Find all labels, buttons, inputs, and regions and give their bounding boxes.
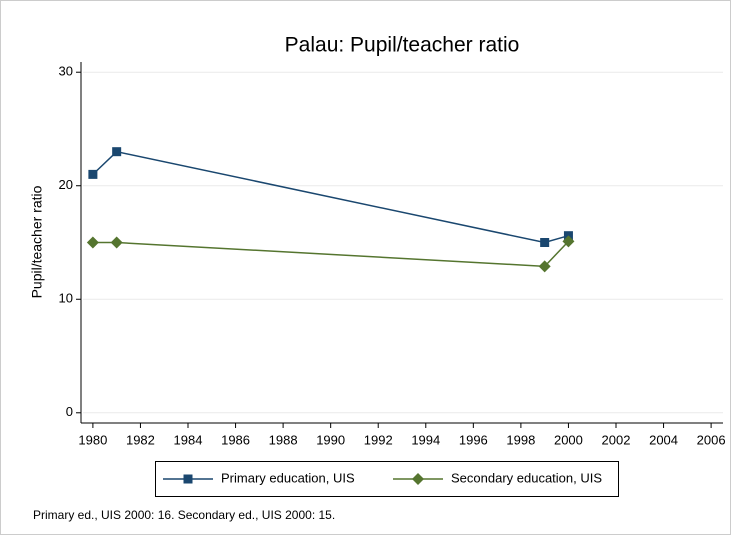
y-tick-label: 0 [66,404,73,419]
x-tick-label: 2004 [649,432,678,447]
x-tick-label: 1990 [316,432,345,447]
x-tick-label: 1996 [459,432,488,447]
y-tick-label: 20 [59,177,73,192]
series-line [92,240,569,268]
marker [112,147,122,157]
y-tick-label: 10 [59,291,73,306]
x-tick-label: 1988 [269,432,298,447]
y-axis-label: Pupil/teacher ratio [29,185,45,298]
x-tick-label: 1998 [506,432,535,447]
legend-label: Secondary education, UIS [451,470,602,485]
x-tick-label: 2002 [602,432,631,447]
x-tick-label: 1992 [364,432,393,447]
marker [538,260,551,273]
series-line [92,150,569,244]
marker [110,236,123,249]
x-tick-label: 1980 [78,432,107,447]
legend-label: Primary education, UIS [221,470,355,485]
x-tick-label: 1982 [126,432,155,447]
x-tick-label: 2006 [697,432,726,447]
legend-marker [412,473,424,485]
marker [540,238,550,247]
x-tick-label: 1994 [411,432,440,447]
x-tick-label: 2000 [554,432,583,447]
note: Primary ed., UIS 2000: 16. Secondary ed.… [33,508,335,522]
marker [88,169,98,179]
legend-box [155,461,619,497]
marker [86,236,99,249]
marker [562,235,575,248]
x-tick-label: 1986 [221,432,250,447]
legend-marker [183,474,193,484]
y-tick-label: 30 [59,64,73,79]
x-tick-label: 1984 [174,432,203,447]
chart-title: Palau: Pupil/teacher ratio [285,34,520,57]
